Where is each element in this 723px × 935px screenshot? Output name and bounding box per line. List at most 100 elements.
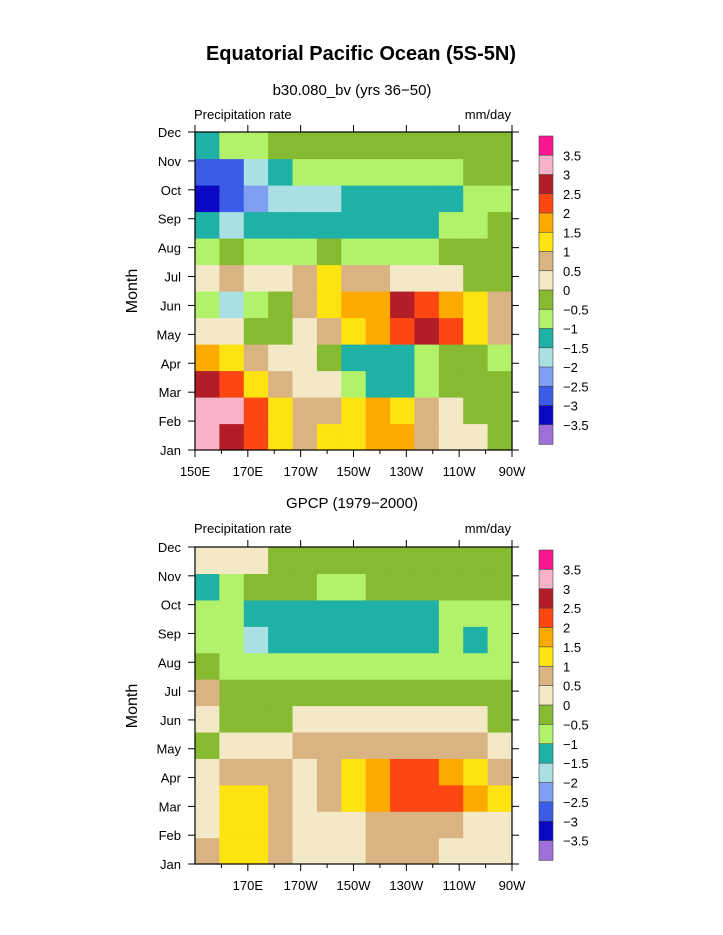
panel-gpcp-cell [268,811,294,839]
panel-gpcp-cell [316,731,342,759]
panel-gpcp-colorbar-label: −3 [563,814,578,829]
panel-model-cell [268,344,294,372]
panel-model-cell [219,423,245,451]
panel-model-cell [292,158,318,186]
panel-model-colorbar-swatch [538,366,554,387]
panel-gpcp-cell [268,547,294,575]
panel-model-cell [390,238,416,266]
panel-model-cell [365,291,391,319]
panel-gpcp-y-tick-label: Nov [158,569,182,584]
panel-model-colorbar-swatch [538,328,554,349]
panel-gpcp-cell [316,758,342,786]
panel-model-cell [292,344,318,372]
panel-gpcp-cell [292,599,318,627]
panel-model-colorbar-label: −3 [563,399,578,414]
panel-gpcp-cell [390,679,416,707]
panel-model-colorbar-swatch [538,231,554,253]
panel-gpcp-cell [243,705,269,733]
panel-gpcp-cell [341,652,367,680]
panel-model-cell [463,423,489,451]
panel-model-colorbar-label: 3 [563,168,570,183]
panel-model-cell [341,211,367,239]
panel-gpcp-cell [316,705,342,733]
panel-gpcp-cell [316,837,342,865]
panel-model-cell [365,344,391,372]
panel-gpcp-cell [390,811,416,839]
panel-model-y-tick-label: Apr [161,356,182,371]
panel-gpcp-cell [195,705,220,733]
panel-gpcp-cell [438,837,464,865]
panel-model-cell [316,185,342,213]
panel-gpcp-cell [195,652,220,680]
panel-model-cell [365,132,391,160]
panel-model-cell [316,211,342,239]
panel-model-cell [463,397,489,425]
panel-model-cell [219,397,245,425]
panel-model-colorbar: 3.5 3 2.5 2 1.5 1 0.5 0 −0.5 −1 −1.5 −2 −2.5 −3 −3.5 [538,135,589,445]
panel-model-cell [268,185,294,213]
panel-model-colorbar-swatch [538,270,554,291]
panel-gpcp-cell [219,626,245,654]
panel-model-y-tick-label: Nov [158,154,182,169]
panel-model-cell [365,211,391,239]
panel-model-x-tick-label: 170E [233,464,264,479]
panel-model-cell [195,317,220,345]
panel-model-cell [243,238,269,266]
panel-gpcp-y-tick-label: Jan [160,857,181,872]
panel-gpcp-cell [243,547,269,575]
panel-model-cell [463,211,489,239]
panel-gpcp-cell [414,784,440,812]
panel-model-cell [414,132,440,160]
panel-model-cell [195,132,220,160]
panel-model-cell [243,211,269,239]
panel-gpcp-cell [316,573,342,601]
panel-gpcp-cell [414,837,440,865]
panel-gpcp-cell [463,679,489,707]
panel-model-cell [463,370,489,398]
panel-model-cell [414,397,440,425]
panel-model-cell [243,423,269,451]
panel-model-y-tick-label: Feb [159,414,181,429]
panel-model-cell [414,211,440,239]
panel-gpcp-cell [414,731,440,759]
panel-model-cell [292,211,318,239]
panel-gpcp-cell [292,731,318,759]
panel-model-colorbar-label: −2 [563,360,578,375]
panel-gpcp-x-tick-label: 150W [337,878,372,893]
panel-model-y-axis-label: Month [124,269,141,313]
panel-gpcp-cell [414,811,440,839]
panel-gpcp-cell [463,599,489,627]
panel-model-cell [438,238,464,266]
panel-gpcp-y-tick-label: Oct [161,598,182,613]
panel-model-cell [390,317,416,345]
panel-gpcp-cell [292,679,318,707]
panel-model-cell [219,317,245,345]
panel-model-cell [487,238,513,266]
panel-gpcp-cell [463,705,489,733]
panel-model-cell [243,317,269,345]
panel-model-cell [341,264,367,292]
panel-gpcp-cell [316,784,342,812]
panel-model-cell [268,291,294,319]
panel-model-cell [268,158,294,186]
panel-gpcp-cell [414,652,440,680]
panel-gpcp-colorbar-swatch [538,840,554,861]
panel-model-cell [292,185,318,213]
panel-model-cell [341,317,367,345]
panel-model-cell [292,264,318,292]
panel-gpcp-cell [316,547,342,575]
panel-gpcp-cell [365,573,391,601]
panel-gpcp-cell [195,731,220,759]
panel-model-colorbar-label: 0.5 [563,264,581,279]
panel-model-colorbar-swatch [538,308,554,330]
panel-model-y-tick-label: Jan [160,443,181,458]
panel-gpcp-cell [365,811,391,839]
panel-model-colorbar-label: −1 [563,322,578,337]
panel-gpcp-colorbar-swatch [538,607,554,629]
panel-model-cell [219,291,245,319]
panel-model-colorbar-swatch [538,154,554,176]
panel-gpcp-cell [487,705,513,733]
panel-model-cell [463,291,489,319]
panel-gpcp-colorbar-swatch [538,743,554,764]
panel-model-cell [316,397,342,425]
